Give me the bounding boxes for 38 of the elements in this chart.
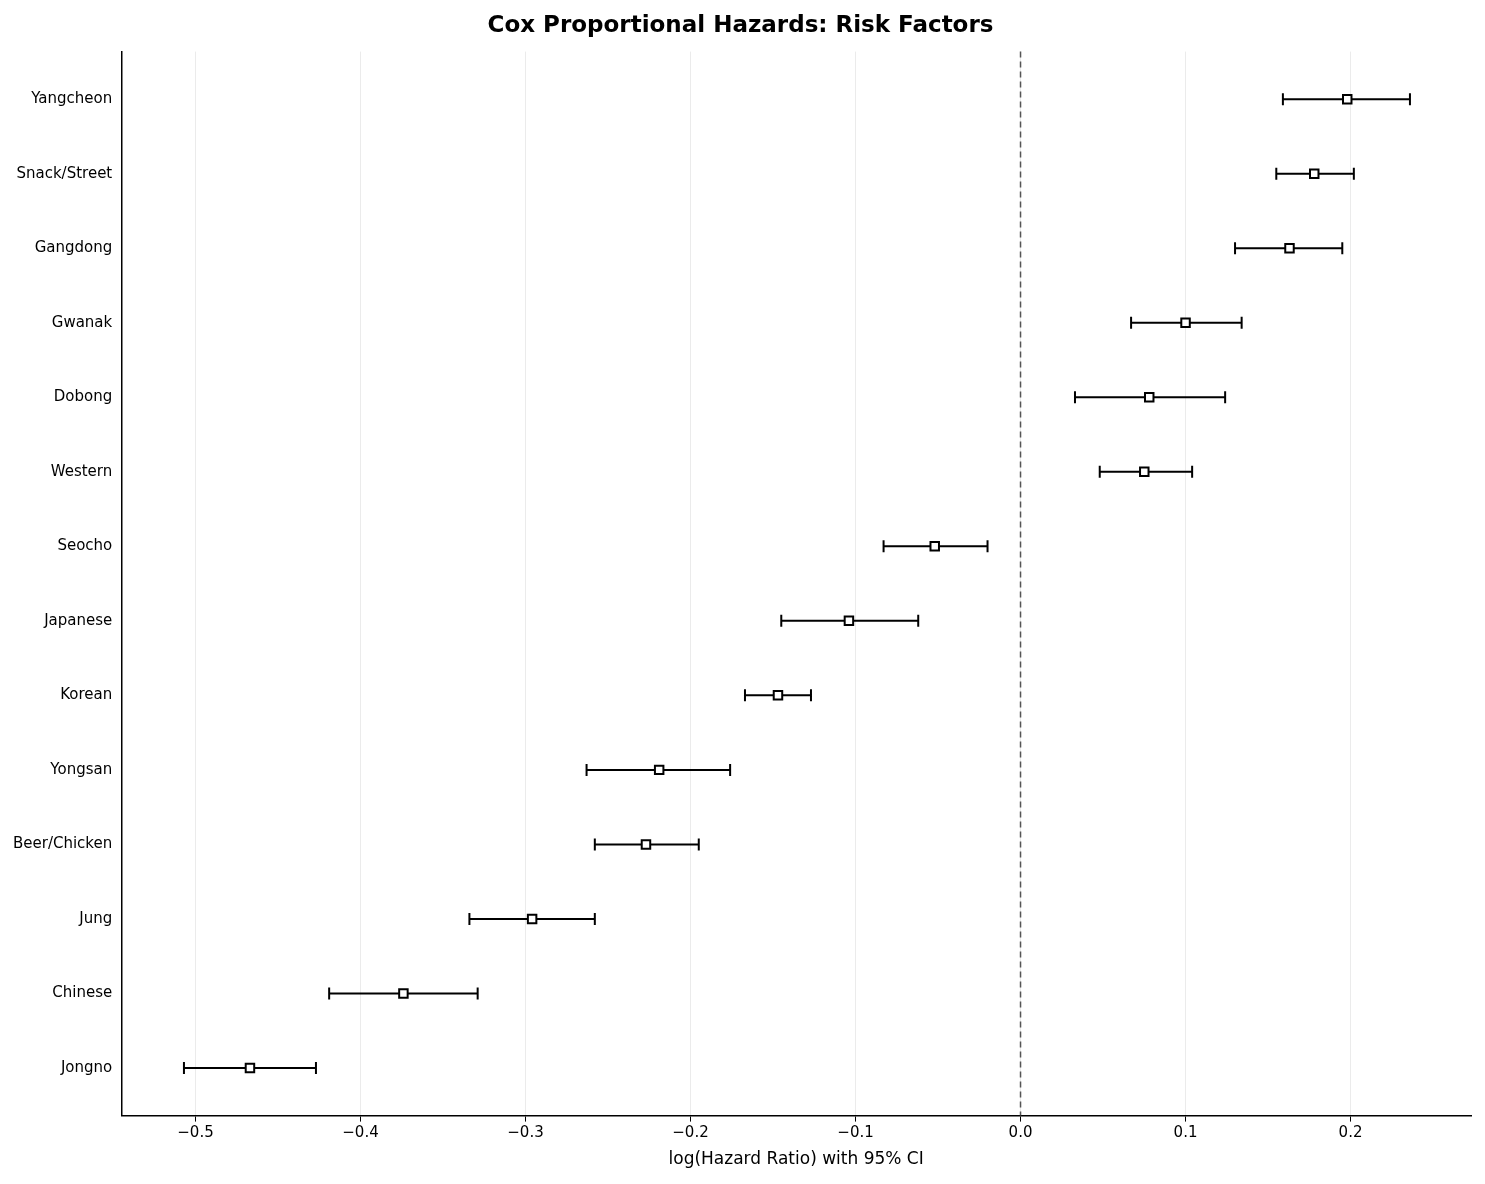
x-tick-label: −0.3 (507, 1123, 544, 1142)
y-tick-label: Yangcheon (30, 89, 113, 108)
y-tick-label: Beer/Chicken (12, 834, 113, 853)
point (1284, 243, 1295, 254)
point (1144, 392, 1155, 403)
x-tick-label: 0.1 (1173, 1123, 1198, 1142)
x-tick-label: 0.0 (1008, 1123, 1033, 1142)
x-axis-title: log(Hazard Ratio) with 95% CI (668, 1148, 924, 1169)
point (843, 615, 855, 627)
point (526, 913, 538, 925)
point (653, 764, 665, 776)
y-tick-label: Gwanak (51, 312, 113, 331)
chart-title: Cox Proportional Hazards: Risk Factors (487, 10, 994, 37)
point (244, 1062, 256, 1074)
y-tick-label: Jung (78, 908, 113, 927)
y-tick-label: Dobong (53, 387, 113, 406)
point (398, 988, 409, 999)
point (640, 839, 652, 850)
x-tick-label: −0.2 (672, 1123, 709, 1142)
y-tick-label: Snack/Street (16, 163, 113, 182)
y-tick-label: Jongno (59, 1057, 113, 1076)
y-tick-label: Korean (60, 685, 113, 704)
point (1309, 168, 1320, 180)
y-tick-label: Western (50, 461, 113, 480)
y-tick-label: Yongsan (49, 759, 113, 778)
point (929, 541, 940, 552)
x-tick-label: −0.4 (342, 1123, 379, 1142)
y-tick-label: Seocho (57, 536, 113, 555)
point (772, 690, 784, 701)
y-tick-label: Chinese (52, 983, 113, 1002)
x-tick-label: 0.2 (1338, 1123, 1363, 1142)
x-tick-label: −0.1 (837, 1123, 874, 1142)
x-tick-label: −0.5 (177, 1123, 214, 1142)
point (1139, 466, 1150, 478)
y-tick-label: Gangdong (34, 238, 113, 257)
point (1342, 94, 1353, 105)
y-tick-label: Japanese (43, 610, 113, 629)
point (1180, 317, 1191, 329)
